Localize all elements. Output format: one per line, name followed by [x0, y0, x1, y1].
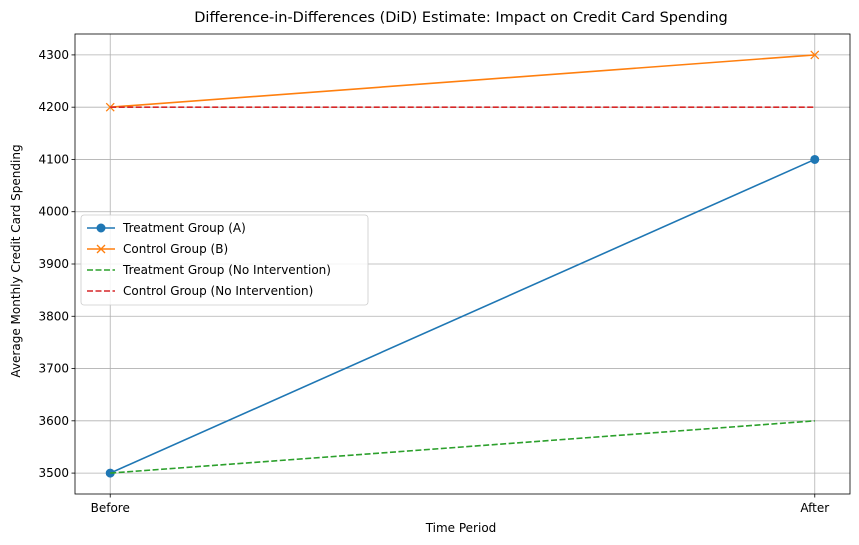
- y-tick-label: 4100: [38, 152, 69, 166]
- data-point: [96, 223, 106, 233]
- legend-box: [80, 214, 369, 306]
- x-axis-label: Time Period: [425, 521, 497, 535]
- y-tick-label: 3900: [38, 257, 69, 271]
- y-tick-label: 3500: [38, 466, 69, 480]
- y-tick-label: 3600: [38, 414, 69, 428]
- chart-title: Difference-in-Differences (DiD) Estimate…: [194, 10, 728, 26]
- data-point: [96, 244, 106, 254]
- y-tick-label: 4000: [38, 205, 69, 219]
- y-tick-label: 3800: [38, 309, 69, 323]
- plot-series: [105, 50, 820, 478]
- legend: Treatment Group (A) Control Group (B) Trea…: [80, 214, 369, 306]
- data-point-stroke: [810, 50, 820, 60]
- y-tick-label: 4200: [38, 100, 69, 114]
- series-line: [109, 158, 816, 474]
- data-point-stroke: [96, 244, 106, 254]
- x-tick-label: Before: [91, 501, 130, 515]
- y-axis-label: Average Monthly Credit Card Spending: [9, 144, 23, 377]
- legend-label: Control Group (No Intervention): [123, 284, 313, 298]
- data-point: [810, 154, 820, 164]
- legend-label: Control Group (B): [123, 242, 228, 256]
- legend-label: Treatment Group (No Intervention): [122, 263, 331, 277]
- data-point: [810, 50, 820, 60]
- series-line: [110, 54, 815, 108]
- x-tick-label: After: [800, 501, 829, 515]
- axis-ticks: 3500 3600 3700 3800 3900 4000 4100 4200 4300 Befo…: [38, 48, 829, 515]
- series-line: [110, 420, 815, 474]
- y-tick-label: 4300: [38, 48, 69, 62]
- legend-label: Treatment Group (A): [122, 221, 246, 235]
- y-tick-label: 3700: [38, 362, 69, 376]
